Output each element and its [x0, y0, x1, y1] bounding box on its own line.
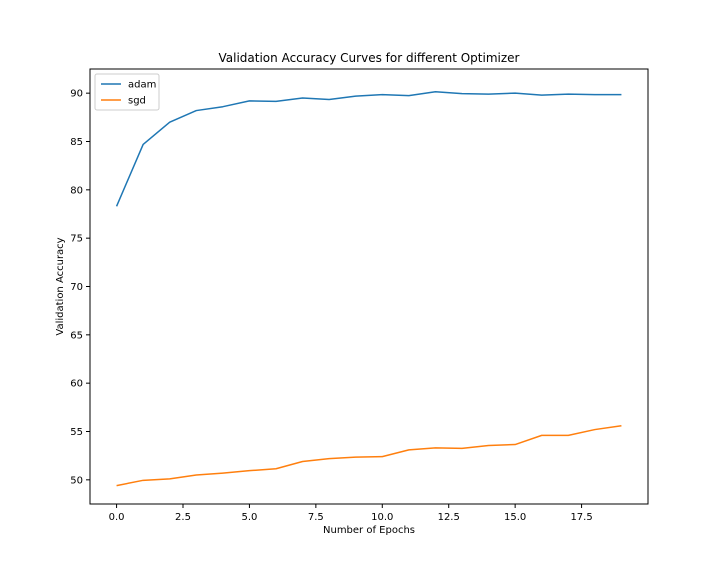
y-tick-label: 70: [70, 282, 83, 293]
x-tick-label: 2.5: [175, 512, 191, 523]
series-line-sgd: [116, 424, 622, 487]
legend: adam sgd: [94, 73, 160, 111]
legend-label-sgd: sgd: [128, 96, 146, 107]
x-tick-label: 7.5: [308, 512, 324, 523]
x-axis: 0.0 2.5 5.0 7.5 10.0 12.5 15.0 17.5: [109, 504, 593, 523]
legend-box: [94, 73, 160, 111]
y-tick-label: 90: [70, 89, 83, 100]
x-tick-label: 0.0: [109, 512, 125, 523]
x-tick-label: 5.0: [241, 512, 257, 523]
y-axis-label: Validation Accuracy: [55, 237, 66, 335]
legend-label-adam: adam: [128, 80, 156, 91]
x-axis-label: Number of Epochs: [323, 525, 415, 536]
y-tick-label: 85: [70, 137, 83, 148]
axes-frame: [89, 68, 649, 505]
x-tick-label: 12.5: [438, 512, 460, 523]
y-tick-label: 75: [70, 234, 83, 245]
chart-title: Validation Accuracy Curves for different…: [219, 51, 520, 65]
y-tick-label: 60: [70, 379, 83, 390]
y-tick-label: 55: [70, 427, 83, 438]
plot-series: [115, 90, 622, 487]
x-tick-label: 10.0: [371, 512, 393, 523]
y-tick-label: 80: [70, 185, 83, 196]
y-tick-label: 65: [70, 330, 83, 341]
x-tick-label: 17.5: [570, 512, 592, 523]
y-tick-label: 50: [70, 475, 83, 486]
series-line-adam: [115, 90, 622, 207]
x-tick-label: 15.0: [504, 512, 526, 523]
y-axis: 50 55 60 65 70 75 80 85 90: [70, 89, 90, 486]
